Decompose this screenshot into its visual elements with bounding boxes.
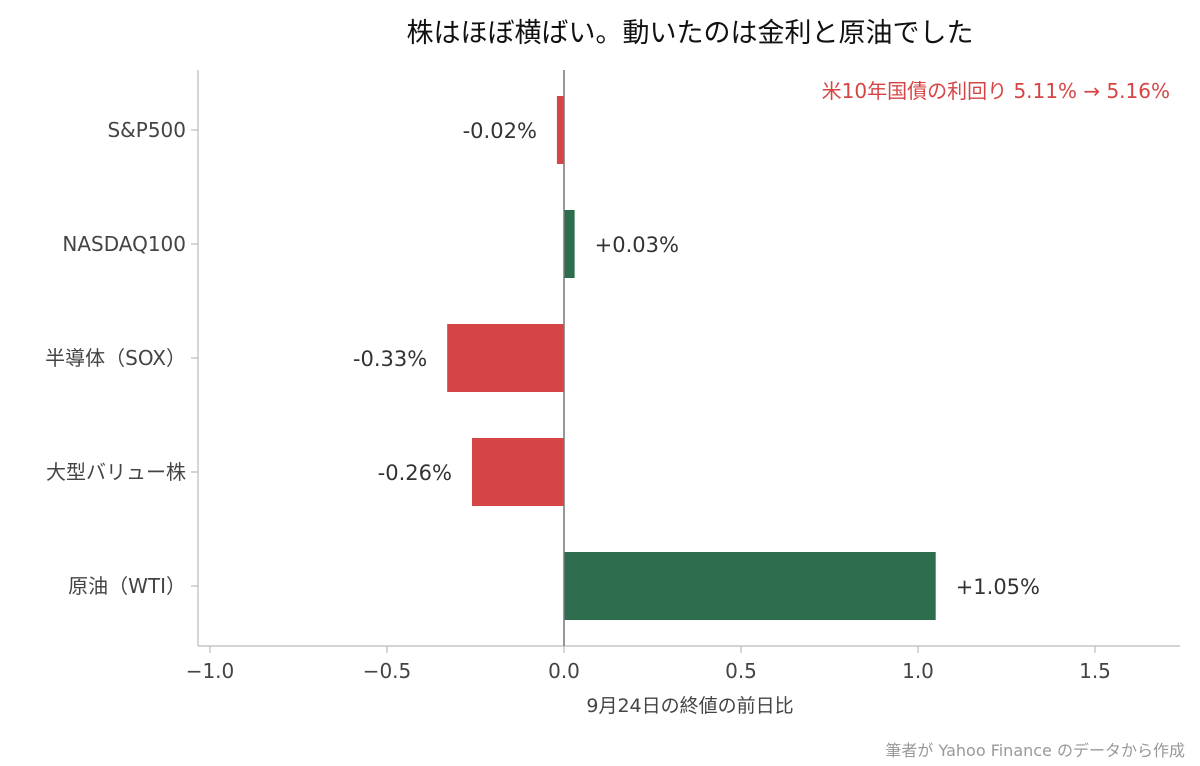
- x-tick-label: 0.0: [548, 659, 580, 683]
- category-label: 半導体（SOX）: [45, 346, 186, 370]
- category-label: S&P500: [107, 118, 186, 142]
- x-tick-label: 1.0: [902, 659, 934, 683]
- bar: [556, 96, 564, 164]
- x-tick-label: 1.5: [1079, 659, 1111, 683]
- data-label: -0.33%: [353, 347, 427, 371]
- treasury-yield-annotation: 米10年国債の利回り 5.11% → 5.16%: [822, 79, 1170, 103]
- bar: [564, 552, 936, 620]
- category-label: NASDAQ100: [62, 232, 186, 256]
- category-label: 原油（WTI）: [68, 574, 186, 598]
- data-label: +1.05%: [956, 575, 1040, 599]
- x-tick-label: 0.5: [725, 659, 757, 683]
- bar: [564, 210, 575, 278]
- x-tick-label: −0.5: [363, 659, 412, 683]
- x-axis-label: 9月24日の終値の前日比: [586, 695, 793, 717]
- data-label: +0.03%: [595, 233, 679, 257]
- category-label: 大型バリュー株: [46, 460, 186, 484]
- bar: [447, 324, 564, 392]
- chart-title: 株はほぼ横ばい。動いたのは金利と原油でした: [407, 18, 974, 49]
- x-tick-label: −1.0: [186, 659, 235, 683]
- data-label: -0.02%: [463, 119, 537, 143]
- chart-marks: −1.0 −0.5 0.0 0.5 1.0 1.5 S&P500 -0.02% NASDAQ10…: [45, 70, 1111, 683]
- source-note: 筆者が Yahoo Finance のデータから作成: [885, 741, 1185, 760]
- data-label: -0.26%: [378, 461, 452, 485]
- bar: [471, 438, 564, 506]
